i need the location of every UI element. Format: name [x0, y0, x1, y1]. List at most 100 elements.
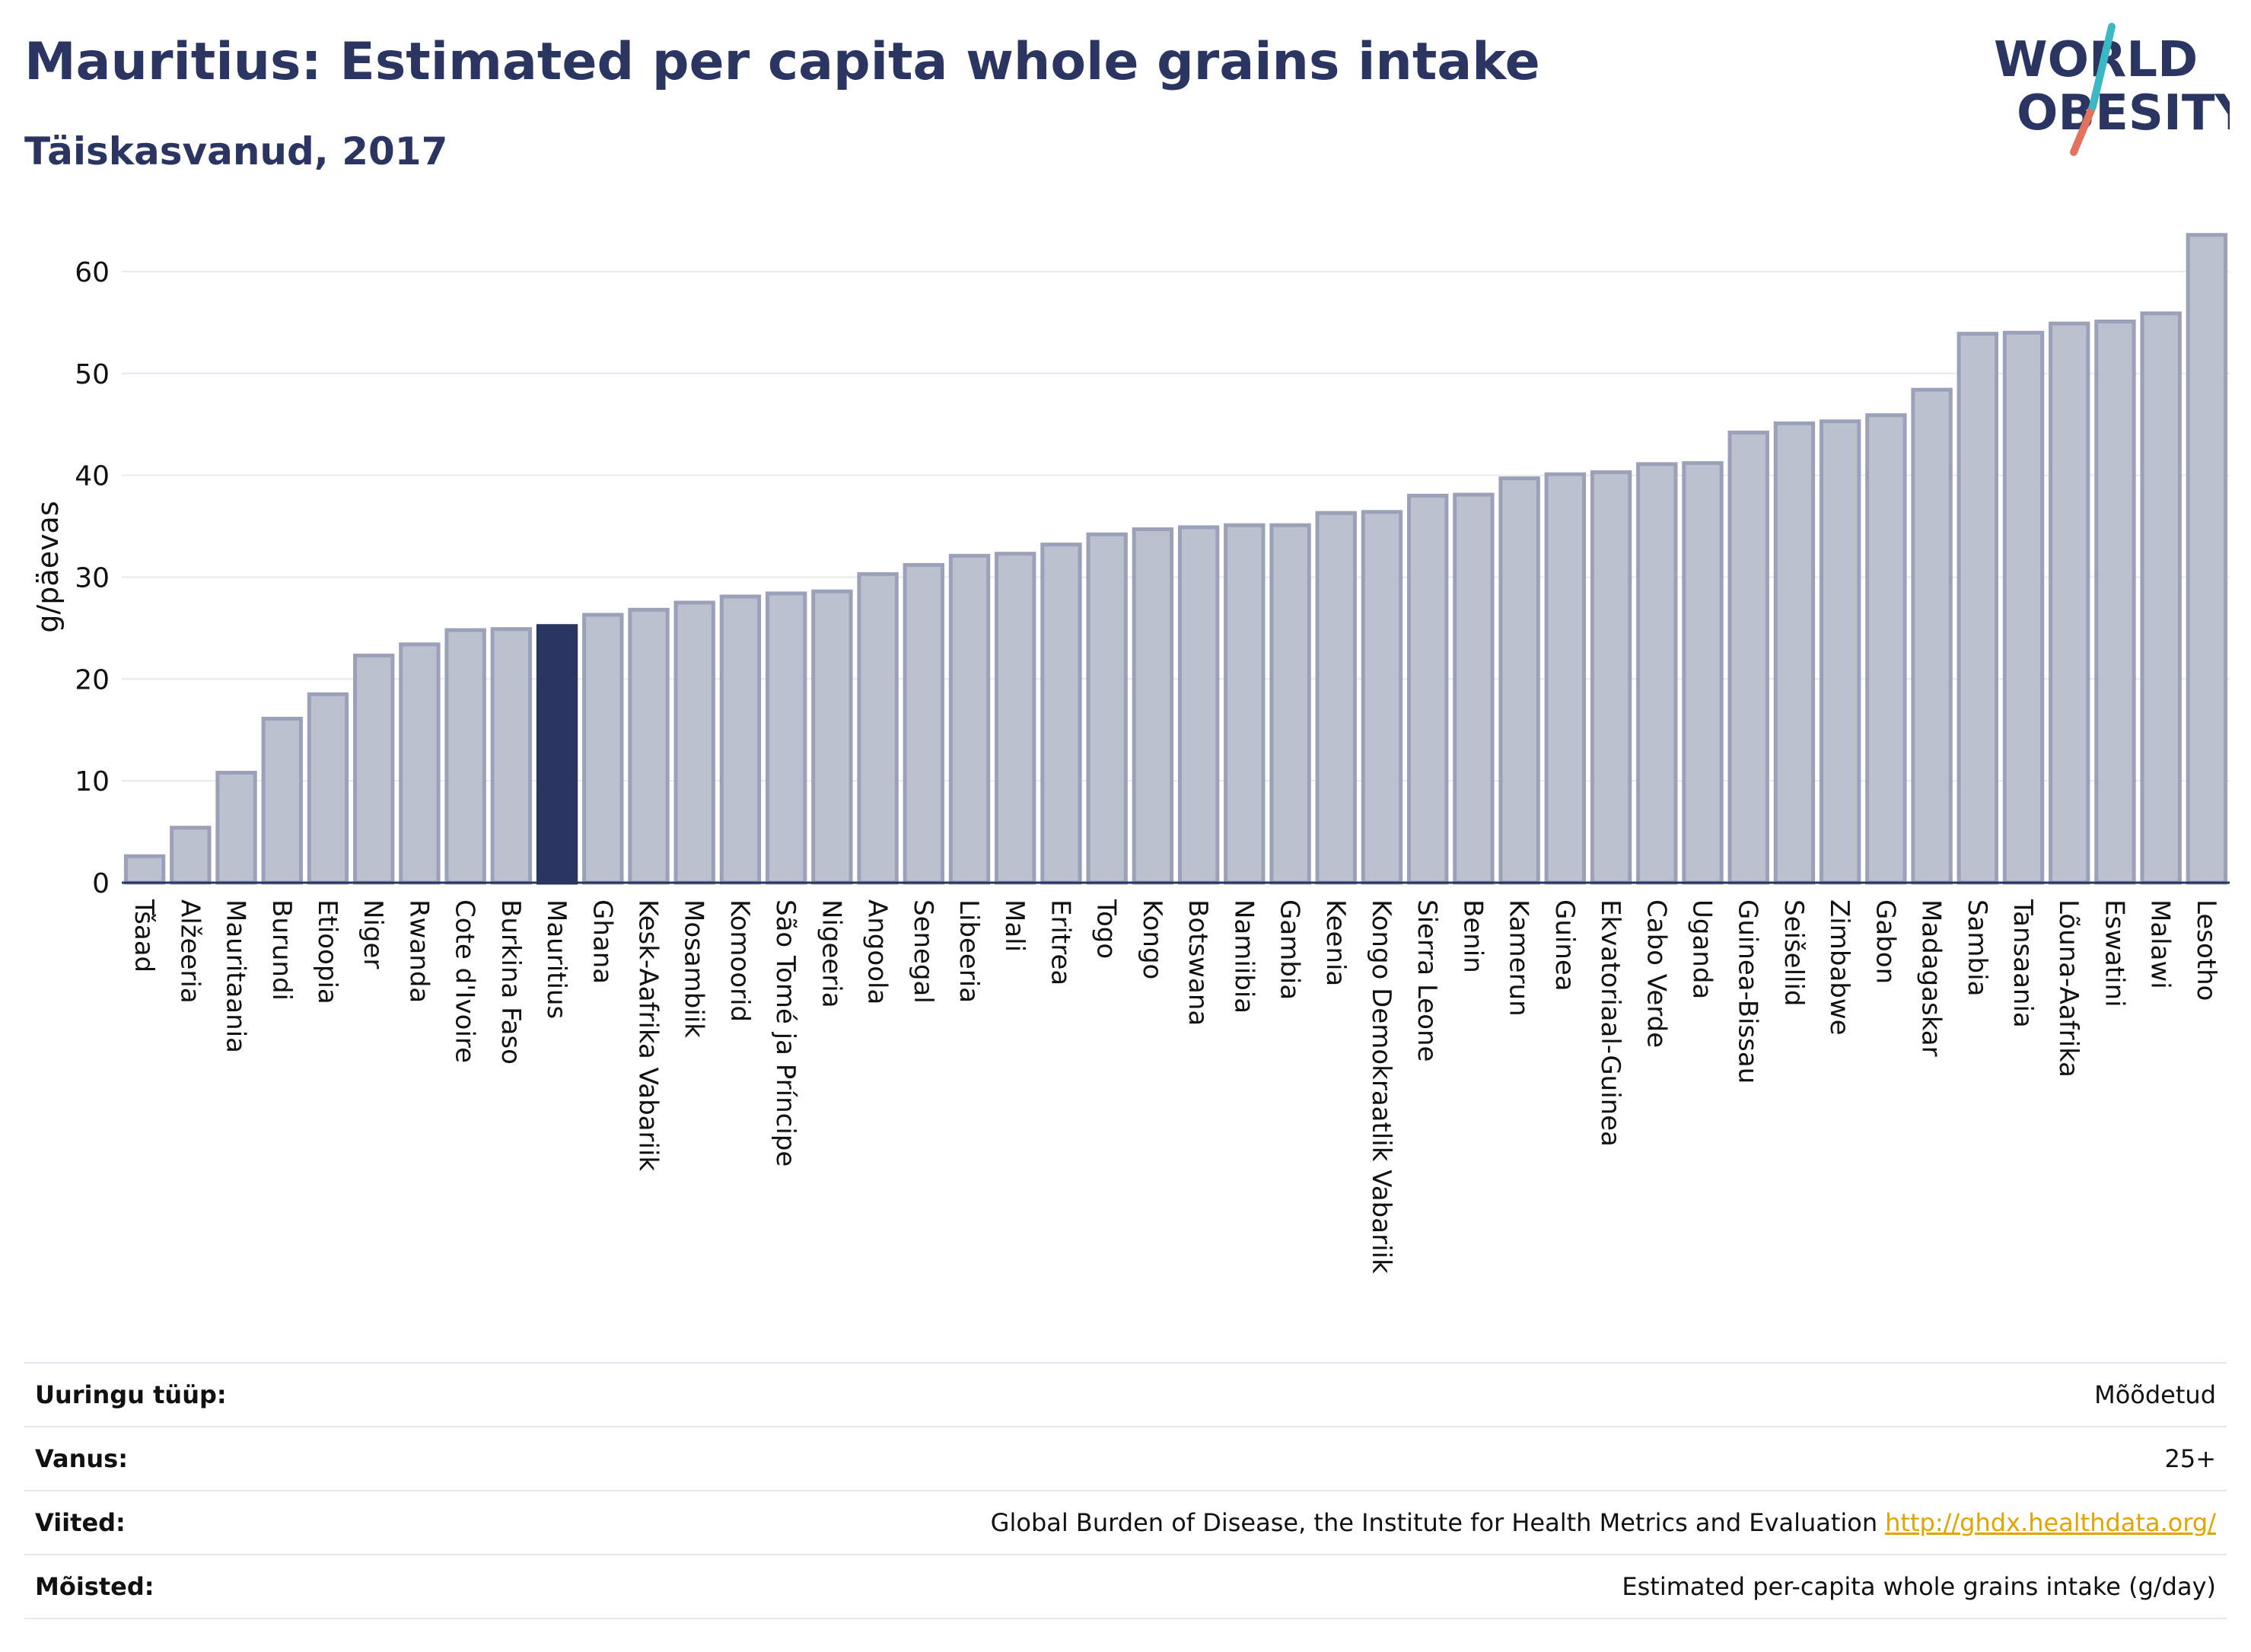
- x-tick-label: Cote d'Ivoire: [450, 899, 480, 1063]
- x-tick-label: Zimbabwe: [1824, 899, 1855, 1036]
- bar-mauritius: [536, 624, 578, 885]
- bar-kongo-demokraatlik-vabariik: [1361, 510, 1403, 885]
- x-tick-label: Cabo Verde: [1641, 899, 1671, 1048]
- meta-value: 25+: [2164, 1444, 2216, 1473]
- bar-komoorid: [719, 594, 762, 885]
- meta-row-definitions: Mõisted: Estimated per-capita whole grai…: [24, 1554, 2227, 1619]
- x-tick-label: Namiibia: [1228, 899, 1259, 1014]
- bar-eswatini: [2094, 320, 2136, 885]
- bar-sambia: [1956, 332, 1998, 885]
- bar-sierra-leone: [1407, 493, 1449, 885]
- bar-kamerun: [1498, 476, 1540, 885]
- bar-gabon: [1865, 413, 1907, 885]
- bar-togo: [1086, 532, 1128, 885]
- x-tick-label: Guinea: [1549, 899, 1580, 992]
- bar-sei-ellid: [1773, 421, 1816, 885]
- y-axis-label: g/päevas: [31, 501, 65, 632]
- bar-kesk-aafrika-vabariik: [628, 607, 670, 885]
- y-tick-label: 40: [75, 461, 110, 492]
- x-tick-label: Mauritaania: [221, 899, 251, 1053]
- x-tick-label: Mali: [999, 899, 1030, 952]
- y-tick-label: 50: [75, 359, 110, 390]
- y-tick-label: 20: [75, 664, 110, 695]
- x-tick-label: Nigeeria: [816, 899, 846, 1008]
- x-tick-label: Sierra Leone: [1412, 899, 1442, 1062]
- x-tick-label: Burkina Faso: [495, 899, 526, 1065]
- x-tick-label: Tšaad: [129, 899, 159, 972]
- bar-mali: [995, 552, 1036, 885]
- chart-subtitle: Täiskasvanud, 2017: [24, 129, 448, 173]
- y-tick-label: 60: [75, 257, 110, 288]
- world-obesity-logo: WORLD OBESITY: [1994, 23, 2230, 156]
- chart-title: Mauritius: Estimated per capita whole gr…: [24, 32, 1540, 92]
- bar-al-eeria: [170, 826, 212, 885]
- bar-cote-d-ivoire: [444, 628, 486, 885]
- x-tick-label: Rwanda: [403, 899, 434, 1003]
- x-tick-label: Gambia: [1275, 899, 1305, 1000]
- bar-cabo-verde: [1636, 462, 1678, 885]
- x-tick-label: Eswatini: [2099, 899, 2129, 1007]
- bar-etioopia: [307, 692, 349, 885]
- bars: [122, 233, 2230, 885]
- meta-row-survey-type: Uuringu tüüp: Mõõdetud: [24, 1362, 2227, 1426]
- bar-ghana: [582, 613, 624, 885]
- bar-niger: [353, 654, 395, 885]
- x-tick-label: Libeeria: [954, 899, 984, 1003]
- meta-label: Uuringu tüüp:: [35, 1380, 227, 1409]
- x-tick-label: Mauritius: [541, 899, 572, 1019]
- meta-value: Estimated per-capita whole grains intake…: [1622, 1572, 2216, 1601]
- reference-link[interactable]: http://ghdx.healthdata.org/: [1885, 1508, 2216, 1537]
- meta-row-references: Viited: Global Burden of Disease, the In…: [24, 1490, 2227, 1554]
- x-tick-label: Komoorid: [724, 899, 755, 1022]
- bar-kongo: [1132, 527, 1174, 885]
- bar-angoola: [857, 571, 899, 885]
- bar-libeeria: [948, 553, 991, 885]
- bar-zimbabwe: [1819, 419, 1861, 885]
- bar-senegal: [903, 562, 944, 885]
- bar-burundi: [261, 717, 303, 885]
- bar-madagaskar: [1911, 387, 1953, 885]
- x-tick-label: Uganda: [1687, 899, 1718, 999]
- bar-t-aad: [123, 854, 166, 885]
- x-tick-label: Ghana: [587, 899, 617, 984]
- bar-l-una-aafrika: [2049, 321, 2090, 885]
- bar-uganda: [1682, 461, 1724, 885]
- x-tick-label: Angoola: [862, 899, 893, 1004]
- meta-row-age: Vanus: 25+: [24, 1426, 2227, 1490]
- x-tick-label: Kamerun: [1504, 899, 1534, 1017]
- bar-burkina-faso: [490, 627, 533, 885]
- x-tick-label: Madagaskar: [1916, 899, 1947, 1057]
- x-tick-label: Keenia: [1320, 899, 1351, 986]
- meta-value: Global Burden of Disease, the Institute …: [990, 1508, 2216, 1537]
- x-tick-label: São Tomé ja Príncipe: [770, 899, 801, 1167]
- bar-guinea: [1544, 472, 1587, 885]
- x-tick-label: Malawi: [2145, 899, 2176, 989]
- bar-guinea-bissau: [1727, 430, 1769, 885]
- meta-value: Mõõdetud: [2094, 1380, 2216, 1409]
- meta-label: Vanus:: [35, 1444, 129, 1473]
- y-tick-label: 0: [92, 868, 110, 899]
- meta-label: Mõisted:: [35, 1572, 154, 1601]
- bar-eritrea: [1040, 543, 1082, 885]
- x-tick-label: Gabon: [1870, 899, 1900, 984]
- x-tick-labels: Tšaad Alžeeria Mauritaania Burundi Etioopia N…: [129, 899, 2221, 1274]
- bar-botswana: [1177, 525, 1220, 885]
- x-tick-label: Kongo Demokraatlik Vabariik: [1366, 899, 1396, 1274]
- x-tick-label: Kesk-Aafrika Vabariik: [633, 899, 664, 1171]
- x-tick-label: Ekvatoriaal-Guinea: [1595, 899, 1625, 1147]
- x-tick-label: Alžeeria: [174, 899, 205, 1004]
- bar-mosambiik: [673, 600, 715, 885]
- logo-line2: OBESITY: [2017, 85, 2230, 142]
- metadata-table: Uuringu tüüp: Mõõdetud Vanus: 25+ Viited…: [24, 1362, 2227, 1619]
- bar-lesotho: [2186, 233, 2228, 885]
- bar-mauritaania: [215, 770, 257, 885]
- meta-label: Viited:: [35, 1508, 126, 1537]
- x-tick-label: Niger: [358, 899, 388, 969]
- x-tick-label: Benin: [1457, 899, 1488, 973]
- x-tick-label: Botswana: [1183, 899, 1213, 1026]
- bar-rwanda: [399, 642, 441, 885]
- x-tick-label: Seišellid: [1778, 899, 1809, 1007]
- x-tick-label: Kongo: [1137, 899, 1167, 979]
- x-tick-label: Tansaania: [2007, 899, 2038, 1028]
- bar-tansaania: [2002, 330, 2045, 885]
